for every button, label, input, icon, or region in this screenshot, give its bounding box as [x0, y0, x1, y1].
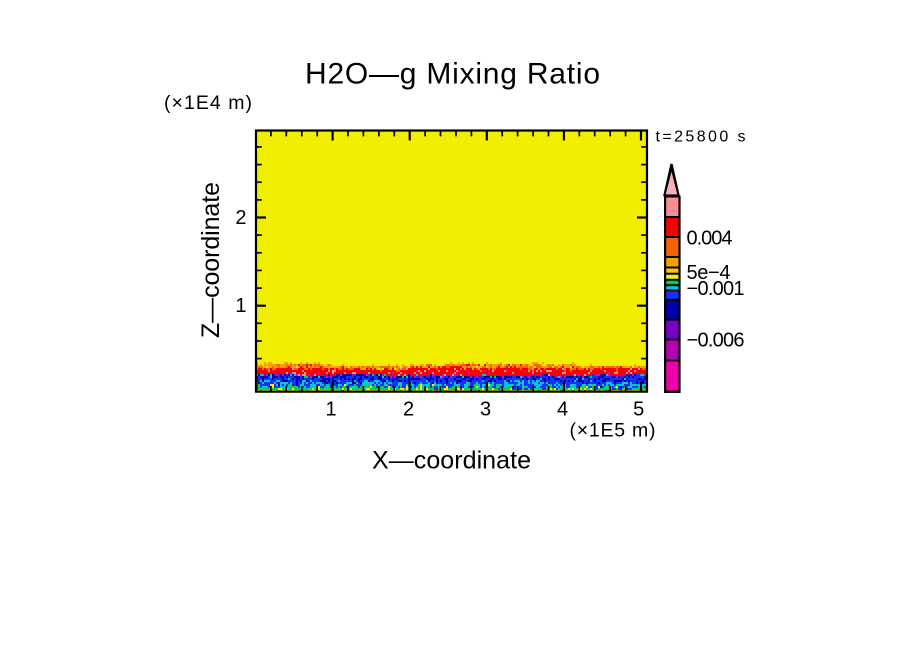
svg-text:5: 5 — [633, 399, 644, 421]
svg-text:(×1E4 m): (×1E4 m) — [164, 92, 252, 114]
svg-text:X—coordinate: X—coordinate — [372, 447, 531, 475]
svg-text:2: 2 — [235, 207, 246, 229]
svg-text:−0.001: −0.001 — [687, 278, 745, 300]
svg-text:Z—coordinate: Z—coordinate — [197, 182, 225, 338]
svg-text:H2O—g Mixing Ratio: H2O—g Mixing Ratio — [305, 58, 600, 91]
svg-text:(×1E5 m): (×1E5 m) — [570, 420, 656, 442]
svg-text:1: 1 — [235, 295, 246, 317]
svg-text:t=25800 s: t=25800 s — [656, 129, 746, 146]
svg-text:0.004: 0.004 — [687, 228, 733, 250]
svg-text:3: 3 — [480, 399, 491, 421]
svg-text:1: 1 — [325, 399, 336, 421]
svg-text:−0.006: −0.006 — [687, 330, 745, 352]
svg-text:5e−4: 5e−4 — [687, 262, 731, 284]
svg-text:2: 2 — [403, 399, 414, 421]
svg-text:4: 4 — [557, 399, 568, 421]
